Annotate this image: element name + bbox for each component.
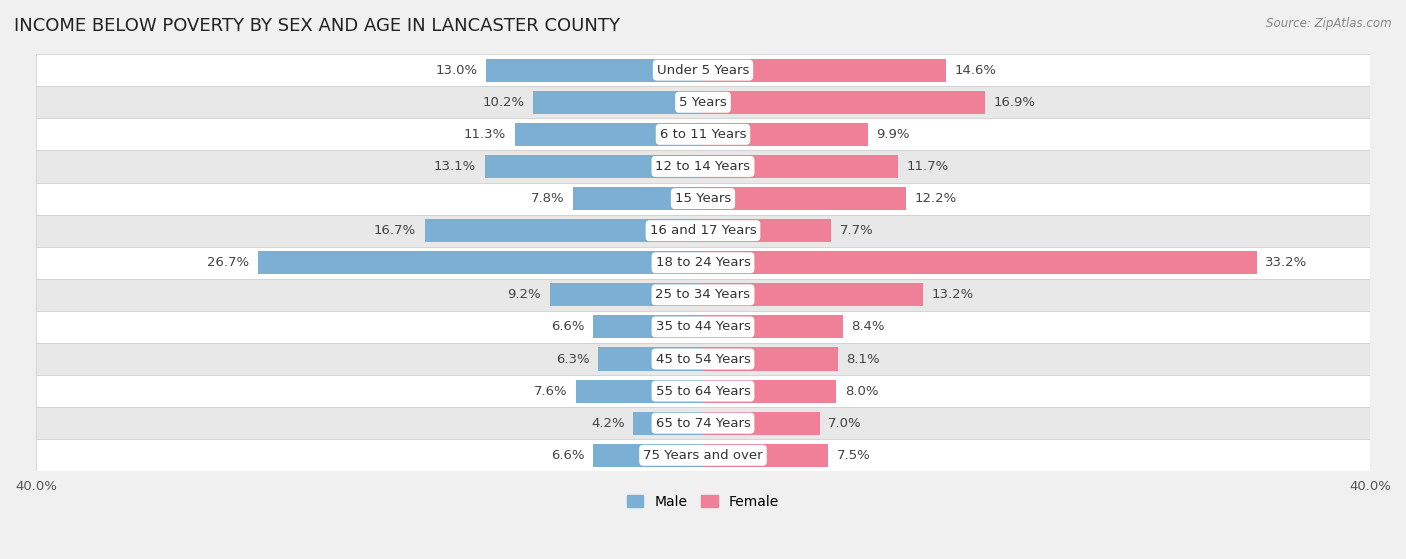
Bar <box>37 54 1369 86</box>
Bar <box>485 155 703 178</box>
Text: 7.6%: 7.6% <box>534 385 568 397</box>
Text: 10.2%: 10.2% <box>482 96 524 109</box>
Text: 6.3%: 6.3% <box>555 353 589 366</box>
Text: 15 Years: 15 Years <box>675 192 731 205</box>
Text: 8.4%: 8.4% <box>852 320 884 333</box>
Bar <box>37 407 1369 439</box>
Text: 35 to 44 Years: 35 to 44 Years <box>655 320 751 333</box>
Bar <box>703 251 1257 274</box>
Bar <box>486 59 703 82</box>
Text: 5 Years: 5 Years <box>679 96 727 109</box>
Text: Under 5 Years: Under 5 Years <box>657 64 749 77</box>
Bar <box>703 123 868 146</box>
Text: 11.3%: 11.3% <box>464 128 506 141</box>
Text: 26.7%: 26.7% <box>207 256 249 269</box>
Bar <box>703 411 820 435</box>
Text: 12 to 14 Years: 12 to 14 Years <box>655 160 751 173</box>
Bar <box>703 380 837 402</box>
Text: 7.5%: 7.5% <box>837 449 870 462</box>
Bar <box>37 247 1369 279</box>
Text: 13.0%: 13.0% <box>436 64 478 77</box>
Bar <box>37 119 1369 150</box>
Bar <box>633 411 703 435</box>
Text: Source: ZipAtlas.com: Source: ZipAtlas.com <box>1267 17 1392 30</box>
Text: 13.1%: 13.1% <box>434 160 477 173</box>
Bar <box>425 219 703 242</box>
Text: 6.6%: 6.6% <box>551 320 585 333</box>
Text: 7.0%: 7.0% <box>828 416 862 430</box>
Bar <box>598 348 703 371</box>
Text: 18 to 24 Years: 18 to 24 Years <box>655 256 751 269</box>
Text: 7.7%: 7.7% <box>839 224 873 237</box>
Text: 8.1%: 8.1% <box>846 353 880 366</box>
Bar <box>703 219 831 242</box>
Bar <box>37 439 1369 471</box>
Bar <box>37 311 1369 343</box>
Bar <box>515 123 703 146</box>
Text: 55 to 64 Years: 55 to 64 Years <box>655 385 751 397</box>
Bar <box>703 91 984 114</box>
Text: 12.2%: 12.2% <box>915 192 957 205</box>
Bar <box>703 348 838 371</box>
Bar <box>593 315 703 339</box>
Text: INCOME BELOW POVERTY BY SEX AND AGE IN LANCASTER COUNTY: INCOME BELOW POVERTY BY SEX AND AGE IN L… <box>14 17 620 35</box>
Text: 16.9%: 16.9% <box>993 96 1035 109</box>
Bar <box>37 86 1369 119</box>
Text: 9.9%: 9.9% <box>876 128 910 141</box>
Text: 4.2%: 4.2% <box>591 416 624 430</box>
Bar <box>37 215 1369 247</box>
Text: 9.2%: 9.2% <box>508 288 541 301</box>
Text: 6 to 11 Years: 6 to 11 Years <box>659 128 747 141</box>
Bar <box>37 182 1369 215</box>
Text: 16 and 17 Years: 16 and 17 Years <box>650 224 756 237</box>
Text: 65 to 74 Years: 65 to 74 Years <box>655 416 751 430</box>
Bar <box>703 155 898 178</box>
Bar <box>37 375 1369 407</box>
Bar <box>703 283 924 306</box>
Bar <box>703 187 907 210</box>
Text: 25 to 34 Years: 25 to 34 Years <box>655 288 751 301</box>
Text: 6.6%: 6.6% <box>551 449 585 462</box>
Bar <box>593 444 703 467</box>
Text: 16.7%: 16.7% <box>374 224 416 237</box>
Bar <box>37 343 1369 375</box>
Bar <box>576 380 703 402</box>
Text: 33.2%: 33.2% <box>1265 256 1308 269</box>
Text: 7.8%: 7.8% <box>531 192 565 205</box>
Bar <box>533 91 703 114</box>
Text: 11.7%: 11.7% <box>907 160 949 173</box>
Bar <box>703 59 946 82</box>
Text: 45 to 54 Years: 45 to 54 Years <box>655 353 751 366</box>
Bar <box>257 251 703 274</box>
Text: 75 Years and over: 75 Years and over <box>643 449 763 462</box>
Legend: Male, Female: Male, Female <box>621 489 785 514</box>
Bar <box>37 279 1369 311</box>
Bar <box>37 150 1369 182</box>
Bar <box>703 444 828 467</box>
Bar <box>550 283 703 306</box>
Text: 8.0%: 8.0% <box>845 385 879 397</box>
Text: 14.6%: 14.6% <box>955 64 997 77</box>
Bar <box>703 315 844 339</box>
Text: 13.2%: 13.2% <box>931 288 974 301</box>
Bar <box>572 187 703 210</box>
